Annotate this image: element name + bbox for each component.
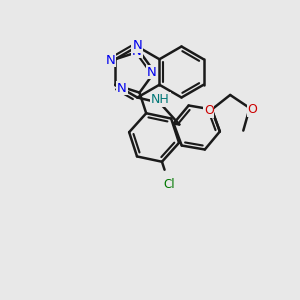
Text: N: N	[117, 82, 127, 94]
Text: O: O	[248, 103, 258, 116]
Text: N: N	[133, 39, 142, 52]
Text: N: N	[147, 65, 156, 79]
Text: N: N	[132, 45, 142, 58]
Text: O: O	[204, 104, 214, 118]
Text: NH: NH	[151, 93, 170, 106]
Text: Cl: Cl	[163, 178, 175, 191]
Text: N: N	[106, 54, 115, 67]
